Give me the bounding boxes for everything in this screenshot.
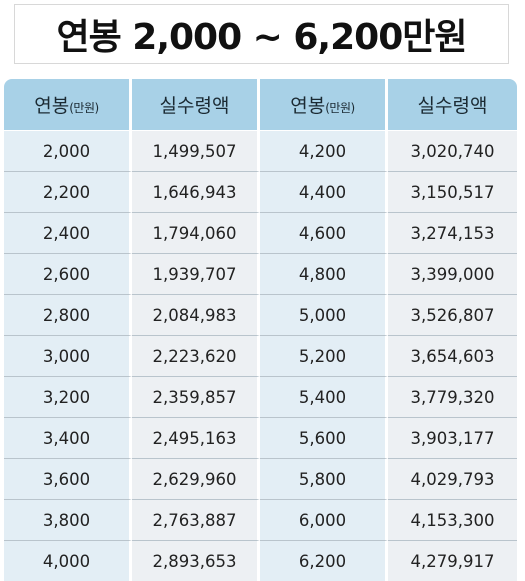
net-pay-cell: 1,794,060 bbox=[132, 213, 260, 254]
table-row: 4,000 2,893,653 6,200 4,279,917 bbox=[4, 541, 517, 581]
salary-cell: 3,600 bbox=[4, 459, 132, 500]
title-box: 연봉 2,000 ~ 6,200만원 bbox=[14, 4, 509, 64]
table-row: 2,800 2,084,983 5,000 3,526,807 bbox=[4, 295, 517, 336]
table-row: 3,600 2,629,960 5,800 4,029,793 bbox=[4, 459, 517, 500]
net-pay-cell: 2,495,163 bbox=[132, 418, 260, 459]
salary-cell: 3,200 bbox=[4, 377, 132, 418]
net-pay-cell: 2,084,983 bbox=[132, 295, 260, 336]
header-label: 연봉 bbox=[34, 95, 70, 117]
net-pay-cell: 4,029,793 bbox=[388, 459, 517, 500]
header-net-pay-2: 실수령액 bbox=[388, 79, 517, 131]
salary-cell: 5,800 bbox=[260, 459, 388, 500]
salary-cell: 4,800 bbox=[260, 254, 388, 295]
header-label: 실수령액 bbox=[159, 95, 230, 117]
salary-table: 연봉(만원) 실수령액 연봉(만원) 실수령액 2,000 1,499,507 … bbox=[4, 79, 517, 581]
table-row: 3,400 2,495,163 5,600 3,903,177 bbox=[4, 418, 517, 459]
net-pay-cell: 2,359,857 bbox=[132, 377, 260, 418]
net-pay-cell: 2,893,653 bbox=[132, 541, 260, 581]
salary-cell: 6,000 bbox=[260, 500, 388, 541]
salary-cell: 2,400 bbox=[4, 213, 132, 254]
net-pay-cell: 3,526,807 bbox=[388, 295, 517, 336]
salary-cell: 4,600 bbox=[260, 213, 388, 254]
salary-cell: 4,400 bbox=[260, 172, 388, 213]
net-pay-cell: 2,763,887 bbox=[132, 500, 260, 541]
header-salary-1: 연봉(만원) bbox=[4, 79, 132, 131]
table-row: 3,000 2,223,620 5,200 3,654,603 bbox=[4, 336, 517, 377]
table-row: 2,200 1,646,943 4,400 3,150,517 bbox=[4, 172, 517, 213]
table-row: 3,200 2,359,857 5,400 3,779,320 bbox=[4, 377, 517, 418]
salary-cell: 2,200 bbox=[4, 172, 132, 213]
salary-cell: 2,000 bbox=[4, 131, 132, 172]
table-row: 2,400 1,794,060 4,600 3,274,153 bbox=[4, 213, 517, 254]
table-row: 3,800 2,763,887 6,000 4,153,300 bbox=[4, 500, 517, 541]
header-unit: (만원) bbox=[325, 101, 355, 115]
net-pay-cell: 3,903,177 bbox=[388, 418, 517, 459]
net-pay-cell: 1,646,943 bbox=[132, 172, 260, 213]
net-pay-cell: 3,020,740 bbox=[388, 131, 517, 172]
salary-cell: 4,200 bbox=[260, 131, 388, 172]
net-pay-cell: 3,150,517 bbox=[388, 172, 517, 213]
salary-cell: 4,000 bbox=[4, 541, 132, 581]
salary-cell: 5,600 bbox=[260, 418, 388, 459]
salary-cell: 2,600 bbox=[4, 254, 132, 295]
header-net-pay-1: 실수령액 bbox=[132, 79, 260, 131]
header-salary-2: 연봉(만원) bbox=[260, 79, 388, 131]
net-pay-cell: 1,939,707 bbox=[132, 254, 260, 295]
header-label: 실수령액 bbox=[417, 95, 488, 117]
header-label: 연봉 bbox=[290, 95, 326, 117]
salary-cell: 5,000 bbox=[260, 295, 388, 336]
net-pay-cell: 2,223,620 bbox=[132, 336, 260, 377]
salary-cell: 5,200 bbox=[260, 336, 388, 377]
net-pay-cell: 4,279,917 bbox=[388, 541, 517, 581]
table-header-row: 연봉(만원) 실수령액 연봉(만원) 실수령액 bbox=[4, 79, 517, 131]
salary-cell: 5,400 bbox=[260, 377, 388, 418]
net-pay-cell: 3,654,603 bbox=[388, 336, 517, 377]
net-pay-cell: 3,274,153 bbox=[388, 213, 517, 254]
table-row: 2,000 1,499,507 4,200 3,020,740 bbox=[4, 131, 517, 172]
header-unit: (만원) bbox=[69, 101, 99, 115]
table-row: 2,600 1,939,707 4,800 3,399,000 bbox=[4, 254, 517, 295]
net-pay-cell: 3,779,320 bbox=[388, 377, 517, 418]
salary-cell: 3,000 bbox=[4, 336, 132, 377]
net-pay-cell: 4,153,300 bbox=[388, 500, 517, 541]
salary-cell: 3,800 bbox=[4, 500, 132, 541]
salary-cell: 2,800 bbox=[4, 295, 132, 336]
net-pay-cell: 2,629,960 bbox=[132, 459, 260, 500]
net-pay-cell: 1,499,507 bbox=[132, 131, 260, 172]
net-pay-cell: 3,399,000 bbox=[388, 254, 517, 295]
salary-cell: 3,400 bbox=[4, 418, 132, 459]
page-title: 연봉 2,000 ~ 6,200만원 bbox=[56, 17, 468, 58]
salary-cell: 6,200 bbox=[260, 541, 388, 581]
